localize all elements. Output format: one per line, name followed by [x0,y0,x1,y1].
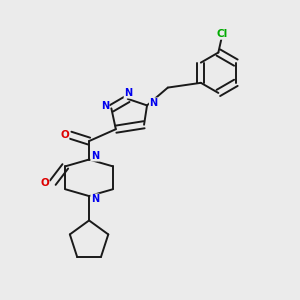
Text: O: O [60,130,69,140]
Text: O: O [40,178,49,188]
Text: N: N [124,88,132,98]
Text: N: N [91,194,99,204]
Text: N: N [91,151,99,161]
Text: N: N [101,101,109,111]
Text: N: N [149,98,158,108]
Text: Cl: Cl [216,29,228,39]
